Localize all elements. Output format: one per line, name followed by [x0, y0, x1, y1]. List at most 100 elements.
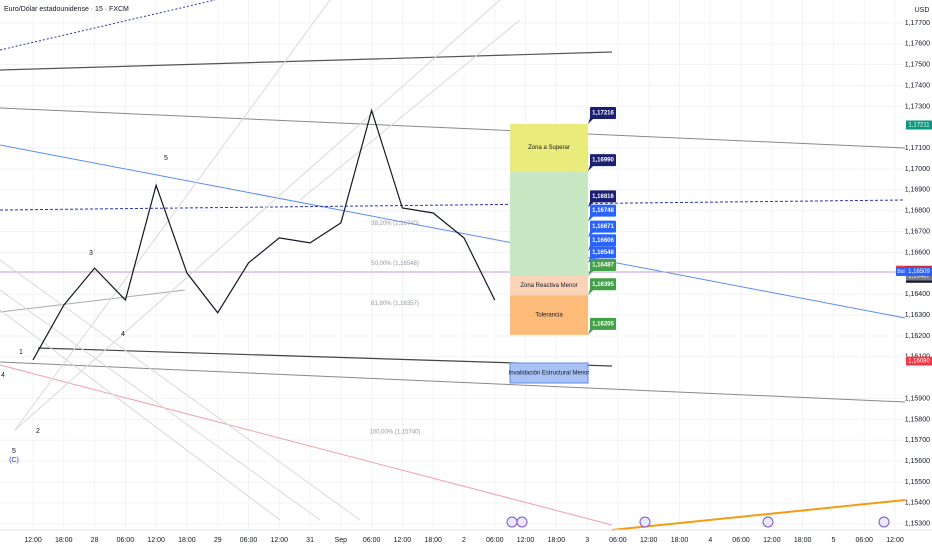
channel-line [0, 51, 613, 71]
y-tick-label: 1,15700 [905, 437, 930, 444]
x-tick-label: 31 [306, 537, 314, 544]
x-tick-label: 06:00 [240, 537, 258, 544]
y-tick-label: 1,15800 [905, 416, 930, 423]
invalidation-zone [509, 362, 589, 384]
target-zone-label: Zona a Superar [528, 145, 570, 151]
x-tick-label: 06:00 [609, 537, 627, 544]
zone-tag [590, 234, 616, 247]
price-tag [906, 266, 932, 276]
reactive-zone [510, 276, 588, 296]
x-tick-label: 12:00 [394, 537, 412, 544]
x-tick-label: 18:00 [55, 537, 73, 544]
wave-label: 2 [36, 428, 40, 435]
y-tick-label: 1,16700 [905, 228, 930, 235]
wave-label: 3 [89, 250, 93, 257]
chart-title: Euro/Dólar estadounidense · 15 · FXCM [4, 6, 129, 13]
price-tag [906, 120, 932, 130]
x-tick-label: 29 [214, 537, 222, 544]
x-tick-label: 18:00 [424, 537, 442, 544]
zone-tag [590, 278, 616, 291]
x-tick-label: 12:00 [517, 537, 535, 544]
channel-line [0, 107, 906, 149]
y-tick-label: 1,15900 [905, 395, 930, 402]
x-tick-label: 2 [462, 537, 466, 544]
y-tick-label: 1,15500 [905, 479, 930, 486]
wave-label: 5 [12, 448, 16, 455]
x-tick-label: Sep [335, 537, 348, 544]
x-tick-label: 18:00 [548, 537, 566, 544]
y-tick-label: 1,17400 [905, 82, 930, 89]
y-tick-label: 1,16600 [905, 249, 930, 256]
fib-label: 38,20% (1,16740) [371, 221, 419, 227]
y-tick-label: 1,16300 [905, 312, 930, 319]
zone-tag-label: 1,16205 [592, 321, 614, 327]
drawings [0, 0, 906, 531]
y-tick-label: 1,16400 [905, 291, 930, 298]
zone-tag-pointer [588, 165, 594, 172]
zone-tag-label: 1,16816 [592, 194, 614, 200]
tolerance-zone [510, 295, 588, 335]
fib-label: 50,00% (1,16548) [371, 261, 419, 267]
y-tick-label: 1,17100 [905, 145, 930, 152]
profit-zone [510, 171, 588, 277]
y-tick-label: 1,16200 [905, 333, 930, 340]
price-tag-label: 1,16080 [908, 359, 930, 365]
zone-tag-label: 1,16990 [592, 158, 614, 164]
x-tick-label: 12:00 [886, 537, 904, 544]
wave-label: 4 [1, 372, 5, 379]
y-tick-label: 1,17000 [905, 166, 930, 173]
trend-line [0, 144, 906, 319]
y-tick-label: 1,15300 [905, 521, 930, 528]
zone-tag-label: 1,16395 [592, 282, 614, 288]
trend-line [0, 289, 186, 313]
x-tick-label: 06:00 [117, 537, 135, 544]
x-tick-label: 5 [831, 537, 835, 544]
wave-labels: 5 3 4 1 2 4 5 (C) [1, 155, 168, 464]
zone-tag-label: 1,16748 [592, 208, 614, 214]
trend-line [0, 199, 906, 211]
fan-lines [0, 0, 521, 521]
zone-tag-pointer [588, 117, 594, 124]
zone-tag-pointer [588, 289, 594, 296]
y-tick-label: 1,17700 [905, 20, 930, 27]
wave-label: 1 [19, 349, 23, 356]
x-tick-label: 12:00 [271, 537, 289, 544]
zone-tag-label: 1,16606 [592, 238, 614, 244]
price-tag-label: 1,16509 [908, 269, 930, 275]
zone-tag-label: 1,16548 [592, 250, 614, 256]
trend-line [0, 364, 613, 526]
zone-tag [590, 220, 616, 233]
x-tick-label: 18:00 [178, 537, 196, 544]
wave-label: 4 [121, 331, 125, 338]
fib-label: 61,80% (1,16357) [371, 301, 419, 307]
zone-tag [590, 204, 616, 217]
zone-tag [590, 246, 616, 259]
y-tick-label: 1,17600 [905, 41, 930, 48]
trend-line [0, 0, 216, 51]
tolerance-zone-label: Tolerancia [535, 313, 563, 319]
zone-tag-pointer [588, 328, 594, 335]
price-line [32, 108, 496, 361]
y-tick-label: 1,15600 [905, 458, 930, 465]
zone-tag [590, 190, 616, 203]
wave-label: 5 [164, 155, 168, 162]
price-tag-label: 1,16487 [908, 274, 930, 280]
zone-tag-pointer [588, 215, 594, 222]
price-tag [906, 271, 932, 281]
x-tick-label: 06:00 [486, 537, 504, 544]
x-tick-label: 06:00 [363, 537, 381, 544]
y-tick-label: 1,15400 [905, 500, 930, 507]
x-tick-label: 3 [585, 537, 589, 544]
fib-label: 100,00% (1,15740) [369, 430, 420, 436]
zone-tag [590, 106, 616, 119]
x-tick-label: 18:00 [794, 537, 812, 544]
y-tick-label: 1,16900 [905, 187, 930, 194]
x-tick-label: 06:00 [732, 537, 750, 544]
trend-line [611, 499, 906, 531]
event-icons [506, 516, 890, 528]
x-tick-label: 12:00 [24, 537, 42, 544]
wave-label: (C) [9, 457, 19, 464]
y-tick-label: 1,17300 [905, 103, 930, 110]
reactive-zone-label: Zona Reactiva Menor [520, 283, 577, 289]
